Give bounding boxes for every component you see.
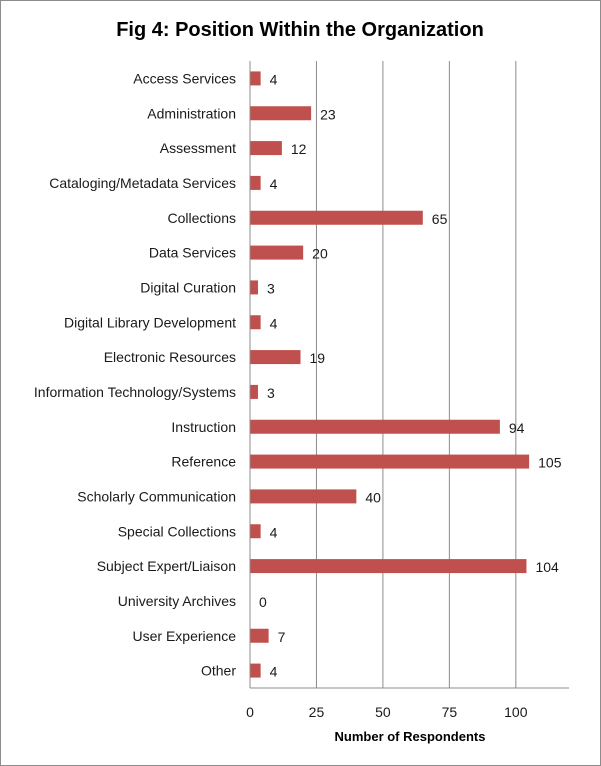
bar (250, 315, 261, 330)
category-label: Collections (168, 210, 236, 226)
value-label: 104 (535, 559, 559, 575)
value-label: 3 (267, 280, 275, 296)
category-label: Digital Library Development (64, 314, 236, 330)
value-label: 4 (270, 524, 278, 540)
bar (250, 419, 500, 434)
value-label: 4 (270, 664, 278, 680)
x-tick-labels: 0 25 50 75 100 (246, 704, 528, 720)
x-tick-label: 75 (442, 704, 458, 720)
category-label: Information Technology/Systems (34, 384, 236, 400)
value-labels: 4 23 12 4 65 20 3 4 19 3 94 105 40 4 104 0 7 4 (259, 71, 562, 679)
bar (250, 141, 282, 156)
bar (250, 524, 261, 539)
value-label: 3 (267, 385, 275, 401)
category-label: Scholarly Communication (77, 488, 236, 504)
x-axis-title: Number of Respondents (335, 729, 486, 744)
bar (250, 663, 261, 678)
x-tick-label: 0 (246, 704, 254, 720)
bar (250, 175, 261, 190)
value-label: 0 (259, 594, 267, 610)
category-label: Cataloging/Metadata Services (49, 175, 236, 191)
category-label: University Archives (118, 593, 236, 609)
x-tick-label: 50 (375, 704, 391, 720)
category-label: Digital Curation (140, 279, 236, 295)
value-label: 12 (291, 141, 307, 157)
value-label: 20 (312, 246, 328, 262)
bar (250, 384, 258, 399)
bar (250, 628, 269, 643)
value-label: 105 (538, 455, 562, 471)
category-labels: Access Services Administration Assessment C… (34, 70, 236, 678)
bar (250, 559, 527, 574)
value-label: 94 (509, 420, 525, 436)
category-label: User Experience (133, 628, 237, 644)
value-label: 7 (278, 629, 286, 645)
category-label: Other (201, 663, 236, 679)
bars (250, 71, 530, 678)
bar (250, 210, 423, 225)
value-label: 23 (320, 106, 336, 122)
category-label: Access Services (133, 70, 236, 86)
value-label: 4 (270, 71, 278, 87)
chart-title: Fig 4: Position Within the Organization (116, 19, 484, 41)
bar (250, 106, 312, 121)
bar (250, 489, 357, 504)
x-tick-label: 100 (504, 704, 528, 720)
category-label: Administration (147, 105, 236, 121)
value-label: 40 (365, 489, 381, 505)
value-label: 4 (270, 176, 278, 192)
grid-lines (315, 61, 517, 688)
category-label: Subject Expert/Liaison (97, 558, 236, 574)
bar (250, 454, 530, 469)
category-label: Reference (171, 454, 236, 470)
value-label: 65 (432, 211, 448, 227)
value-label: 19 (310, 350, 326, 366)
value-label: 4 (270, 315, 278, 331)
category-label: Special Collections (118, 523, 236, 539)
bar (250, 350, 301, 365)
bar (250, 71, 261, 86)
bar (250, 280, 258, 295)
category-label: Instruction (171, 419, 236, 435)
x-tick-label: 25 (309, 704, 325, 720)
category-label: Assessment (160, 140, 236, 156)
bar (250, 245, 304, 260)
category-label: Electronic Resources (104, 349, 236, 365)
category-label: Data Services (149, 245, 236, 261)
